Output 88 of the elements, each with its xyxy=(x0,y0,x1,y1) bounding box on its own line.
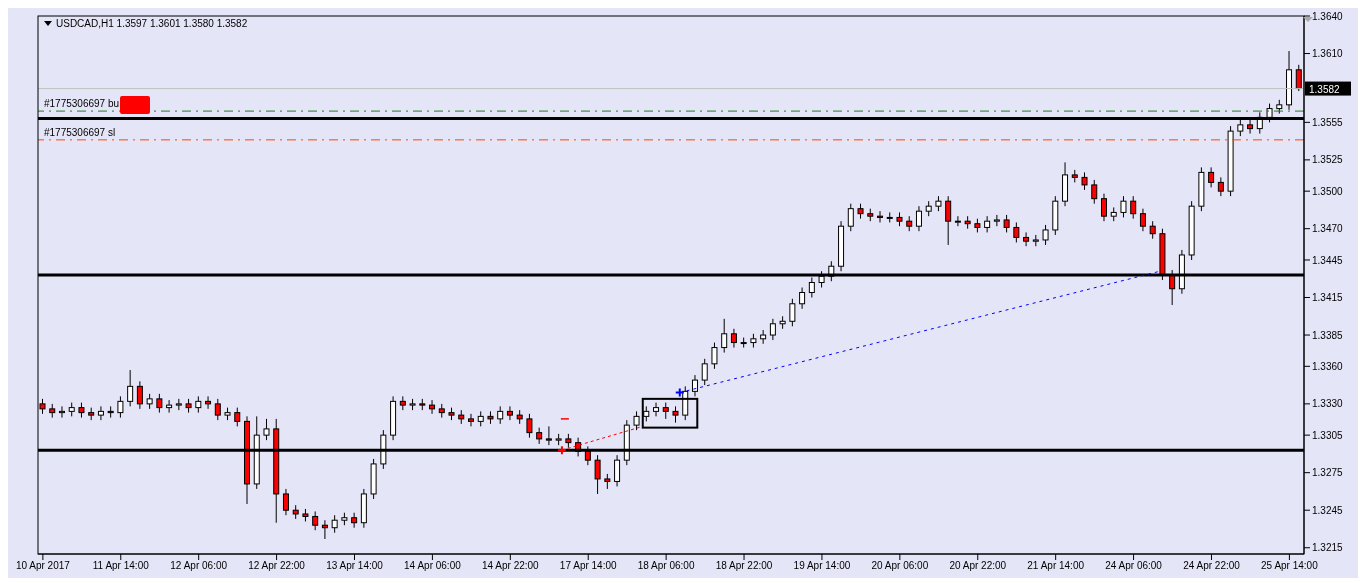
candlestick xyxy=(984,215,991,233)
x-tick-label: 18 Apr 06:00 xyxy=(637,560,695,572)
y-tick-label: 1.3385 xyxy=(1312,329,1344,341)
candlestick xyxy=(1120,195,1127,218)
candlestick xyxy=(321,519,328,540)
candlestick xyxy=(954,215,961,227)
candlestick xyxy=(214,398,221,421)
ref-line-label: #1775306697 sl xyxy=(44,126,116,138)
candlestick xyxy=(789,298,796,327)
candlestick xyxy=(127,369,134,407)
x-tick-label: 24 Apr 06:00 xyxy=(1105,560,1163,572)
candlestick xyxy=(945,195,952,246)
candlestick xyxy=(915,205,922,232)
candlestick xyxy=(1295,64,1302,92)
x-tick-label: 25 Apr 14:00 xyxy=(1261,560,1319,572)
candlestick xyxy=(721,318,728,354)
candlestick xyxy=(97,405,104,421)
candlestick xyxy=(136,380,143,410)
candlestick xyxy=(653,402,660,417)
candlestick xyxy=(205,395,212,410)
y-tick-label: 1.3215 xyxy=(1312,542,1344,554)
x-tick-label: 20 Apr 22:00 xyxy=(949,560,1007,572)
candlestick xyxy=(993,214,1000,227)
y-tick-label: 1.3525 xyxy=(1312,154,1344,166)
candlestick xyxy=(1139,208,1146,232)
candlestick xyxy=(1208,166,1215,188)
candlestick xyxy=(711,342,718,370)
candlestick xyxy=(847,203,854,232)
y-tick-label: 1.3445 xyxy=(1312,254,1344,266)
candlestick xyxy=(526,413,533,439)
candlestick xyxy=(594,454,601,495)
candlestick xyxy=(117,395,124,419)
x-tick-label: 13 Apr 14:00 xyxy=(326,560,384,572)
x-tick-label: 11 Apr 14:00 xyxy=(92,560,150,572)
candlestick xyxy=(282,488,289,516)
x-tick-label: 21 Apr 14:00 xyxy=(1027,560,1085,572)
y-tick-label: 1.3640 xyxy=(1312,10,1344,22)
chart-title: USDCAD,H1 1.3597 1.3601 1.3580 1.3582 xyxy=(56,18,248,29)
x-tick-label: 17 Apr 14:00 xyxy=(559,560,618,572)
x-tick-label: 12 Apr 22:00 xyxy=(248,560,306,572)
candlestick xyxy=(701,358,708,386)
ref-line-label: 1.3582 xyxy=(1309,83,1341,95)
candlestick xyxy=(58,405,65,419)
x-tick-label: 10 Apr 2017 xyxy=(15,560,71,572)
candlestick xyxy=(614,454,621,487)
candlestick xyxy=(351,512,358,529)
x-tick-label: 20 Apr 06:00 xyxy=(871,560,929,572)
y-tick-label: 1.3415 xyxy=(1312,292,1344,304)
y-tick-label: 1.3360 xyxy=(1312,360,1344,372)
candlestick xyxy=(877,210,884,223)
ref-line-label: #1775306697 bu xyxy=(44,98,120,110)
candlestick xyxy=(1013,221,1020,243)
candlestick xyxy=(682,385,689,421)
candlestick xyxy=(234,407,241,427)
x-tick-label: 14 Apr 22:00 xyxy=(481,560,540,572)
y-tick-label: 1.3305 xyxy=(1312,429,1344,441)
candlestick xyxy=(1217,176,1224,197)
candlestick xyxy=(1091,179,1098,205)
candlestick xyxy=(1042,224,1049,246)
y-tick-label: 1.3245 xyxy=(1312,504,1344,516)
candlestick xyxy=(107,405,114,419)
candlestick xyxy=(760,329,767,345)
y-tick-label: 1.3275 xyxy=(1312,467,1344,479)
y-tick-label: 1.3330 xyxy=(1312,398,1344,410)
y-tick-label: 1.3555 xyxy=(1312,116,1344,128)
y-tick-label: 1.3470 xyxy=(1312,223,1344,235)
x-tick-label: 12 Apr 06:00 xyxy=(170,560,228,572)
candlestick xyxy=(156,393,163,414)
x-tick-label: 24 Apr 22:00 xyxy=(1183,560,1241,572)
candlestick xyxy=(730,328,737,349)
y-tick-label: 1.3500 xyxy=(1312,185,1344,197)
candlestick xyxy=(263,418,270,441)
x-tick-label: 14 Apr 06:00 xyxy=(404,560,462,572)
candlestick xyxy=(545,425,552,446)
candlestick xyxy=(1130,195,1137,220)
candlestick xyxy=(166,399,173,414)
candlestick xyxy=(506,405,513,421)
candlestick xyxy=(769,318,776,341)
x-tick-label: 19 Apr 14:00 xyxy=(793,560,851,572)
candlestick xyxy=(1100,193,1107,222)
candlestick xyxy=(467,413,474,427)
candlestick xyxy=(312,510,319,531)
y-tick-label: 1.3610 xyxy=(1312,48,1344,60)
candlestick xyxy=(633,410,640,431)
candlestick xyxy=(429,399,436,415)
candlestick xyxy=(1023,231,1030,247)
candlestick xyxy=(799,287,806,310)
x-tick-label: 18 Apr 22:00 xyxy=(715,560,773,572)
